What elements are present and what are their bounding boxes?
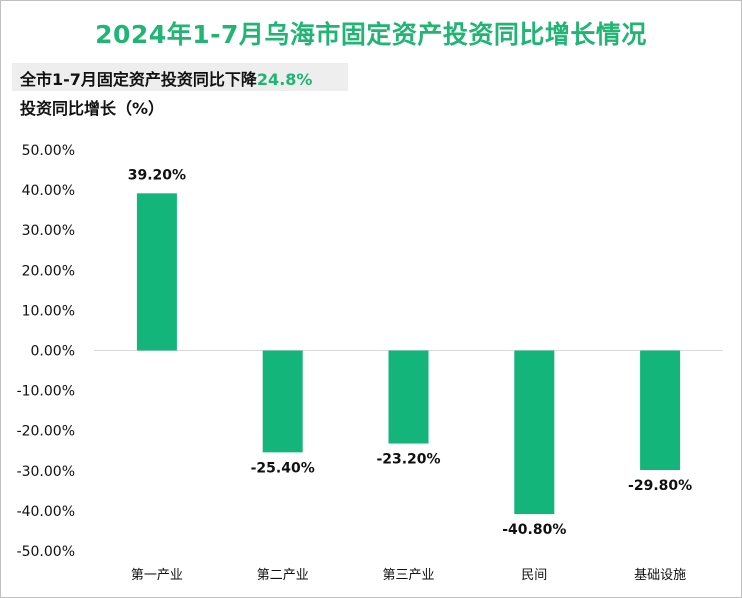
y-tick-label: 10.00% [22, 303, 75, 319]
y-tick-label: -40.00% [17, 504, 75, 520]
subtitle-box: 全市1-7月固定资产投资同比下降24.8% [12, 63, 348, 91]
bar [136, 193, 177, 351]
category-label: 第三产业 [382, 568, 434, 583]
subtitle-value: 24.8% [256, 70, 313, 89]
y-tick-label: 40.00% [22, 183, 75, 199]
subtitle-prefix: 全市1-7月固定资产投资同比下降 [20, 70, 257, 89]
y-tick-label: 30.00% [22, 223, 75, 239]
y-tick-label: -20.00% [17, 424, 75, 440]
y-axis-label: 投资同比增长（%） [20, 99, 165, 118]
data-label: -40.80% [502, 522, 566, 538]
y-tick-label: 0.00% [31, 344, 75, 360]
y-tick-label: -30.00% [17, 464, 75, 480]
data-label: -29.80% [628, 478, 692, 494]
category-label: 基础设施 [634, 568, 686, 583]
subtitle: 全市1-7月固定资产投资同比下降24.8% [20, 66, 312, 90]
y-tick-label: -50.00% [17, 544, 75, 560]
bar [262, 350, 303, 453]
data-label: -25.40% [251, 460, 315, 476]
category-label: 民间 [521, 568, 547, 583]
data-label: -23.20% [376, 452, 440, 468]
chart-title: 2024年1-7月乌海市固定资产投资同比增长情况 [95, 20, 647, 49]
data-label: 39.20% [128, 167, 186, 183]
bar [514, 350, 555, 515]
y-tick-label: -10.00% [17, 384, 75, 400]
y-tick-label: 50.00% [22, 143, 75, 159]
category-label: 第二产业 [257, 568, 309, 583]
category-label: 第一产业 [131, 568, 183, 583]
y-tick-label: 20.00% [22, 263, 75, 279]
bar [388, 350, 429, 444]
bar [640, 350, 681, 470]
